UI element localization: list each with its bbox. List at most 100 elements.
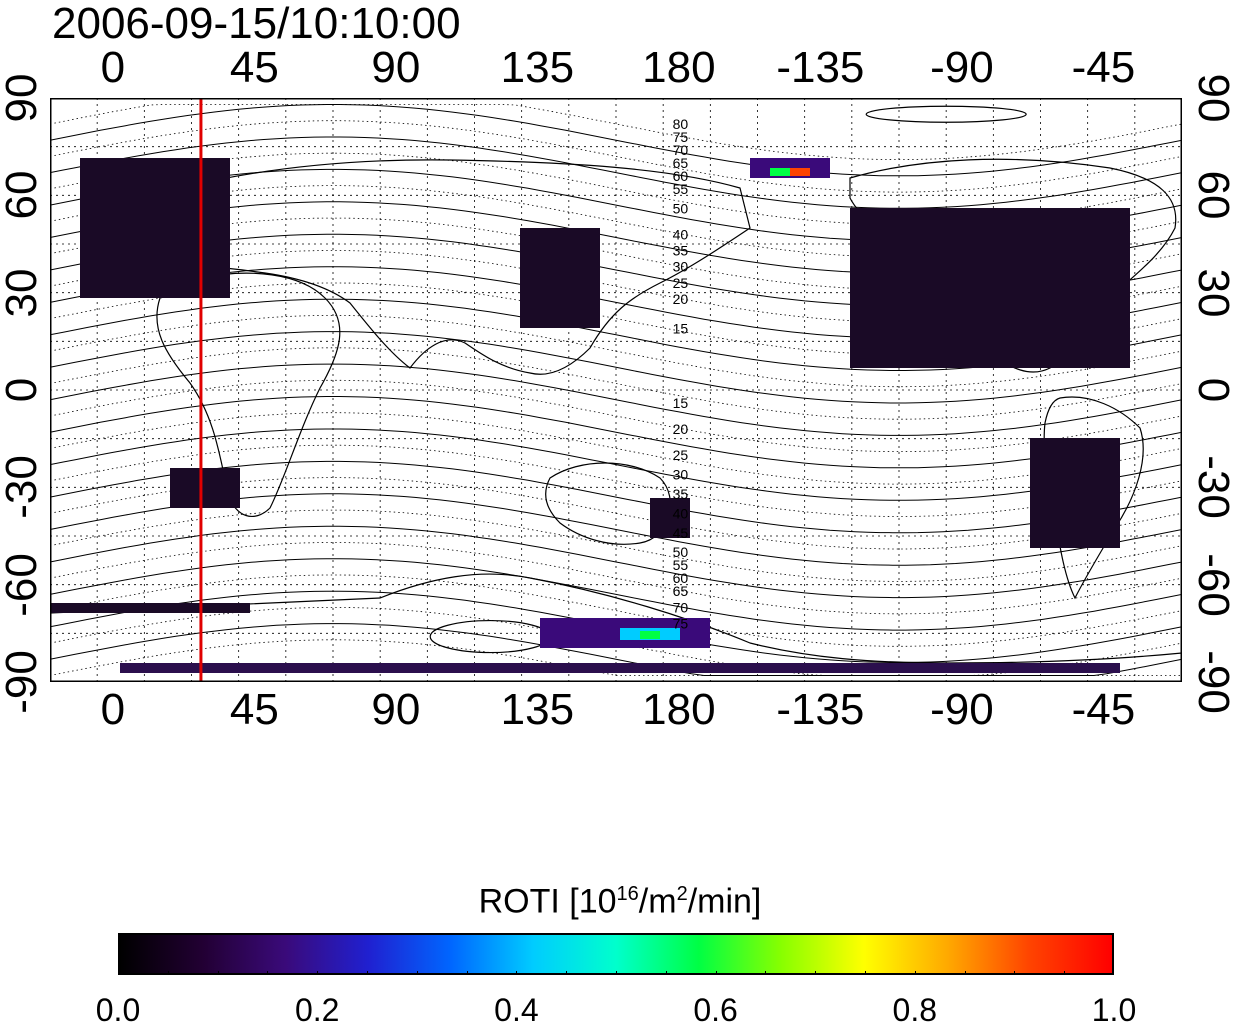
left-lat-tick-label: 0 bbox=[0, 377, 46, 403]
roti-data-cells bbox=[50, 158, 1130, 673]
colorbar-minor-tick bbox=[1014, 971, 1016, 975]
top-lon-tick-label: 90 bbox=[371, 43, 421, 92]
contour-label: 45 bbox=[673, 525, 689, 541]
left-lat-tick-label: -30 bbox=[0, 455, 46, 520]
colorbar-title: ROTI [1016/m2/min] bbox=[0, 874, 1240, 921]
south-america-outline bbox=[1043, 396, 1144, 600]
colorbar-minor-tick bbox=[765, 971, 767, 975]
contour-label: 40 bbox=[673, 505, 689, 521]
colorbar-minor-tick bbox=[566, 971, 568, 975]
colorbar-minor-tick bbox=[416, 971, 418, 975]
left-lat-tick-label: -90 bbox=[0, 650, 46, 714]
north-magnetic-pole-contour bbox=[865, 105, 1027, 123]
contour-label: 60 bbox=[673, 168, 689, 184]
contour-label: 75 bbox=[673, 616, 689, 632]
contour-labels: 8075706560555040353025201515202530354045… bbox=[673, 116, 689, 632]
contour-label: 15 bbox=[673, 320, 689, 336]
bottom-lon-tick-label: 90 bbox=[371, 685, 421, 734]
colorbar-minor-tick bbox=[167, 971, 169, 975]
right-lat-tick-label: 90 bbox=[1189, 73, 1238, 123]
colorbar-minor-tick bbox=[815, 971, 817, 975]
colorbar-tick-label: 0.0 bbox=[95, 992, 141, 1028]
magnetic-latitude-contour bbox=[50, 315, 1182, 388]
bottom-lon-tick-label: 180 bbox=[642, 685, 716, 734]
colorbar-title-square: 2 bbox=[676, 883, 688, 905]
contour-label: 65 bbox=[673, 155, 689, 171]
colorbar-minor-tick bbox=[715, 971, 717, 975]
left-lat-tick-label: 90 bbox=[0, 73, 46, 123]
contour-label: 70 bbox=[673, 599, 689, 615]
magnetic-latitude-contour bbox=[50, 282, 1182, 355]
roti-band-south-pole bbox=[120, 663, 1120, 673]
colorbar-title-exponent: 16 bbox=[616, 883, 639, 905]
contour-label: 30 bbox=[673, 466, 689, 482]
colorbar-minor-tick bbox=[1064, 971, 1066, 975]
contour-label: 55 bbox=[673, 181, 689, 197]
colorbar-minor-tick bbox=[317, 971, 319, 975]
contour-label: 35 bbox=[673, 486, 689, 502]
colorbar-minor-tick bbox=[367, 971, 368, 975]
colorbar-minor-tick bbox=[964, 971, 966, 975]
contour-label: 20 bbox=[673, 291, 689, 307]
timestamp-title: 2006-09-15/10:10:00 bbox=[52, 0, 461, 48]
magnetic-latitude-contour bbox=[50, 379, 1182, 452]
contour-label: 25 bbox=[673, 447, 689, 463]
right-lat-tick-label: -60 bbox=[1189, 552, 1238, 617]
bottom-lon-tick-label: 45 bbox=[229, 685, 279, 734]
magnetic-latitude-contour bbox=[50, 363, 1182, 436]
right-lat-tick-label: -30 bbox=[1189, 455, 1238, 520]
right-lat-tick-label: 60 bbox=[1189, 170, 1238, 220]
colorbar-tick-label: 1.0 bbox=[1091, 992, 1137, 1028]
bottom-lon-tick-label: 135 bbox=[500, 685, 575, 734]
contour-label: 20 bbox=[673, 421, 689, 437]
contour-label: 25 bbox=[673, 275, 689, 291]
left-lat-tick-label: 60 bbox=[0, 170, 46, 220]
magnetic-latitude-contour bbox=[50, 347, 1182, 420]
magnetic-latitude-contour bbox=[50, 542, 1182, 615]
magnetic-latitude-contour bbox=[50, 331, 1182, 404]
top-lon-tick-label: 0 bbox=[100, 43, 126, 92]
magnetic-latitude-contour bbox=[50, 623, 1182, 676]
left-lat-tick-label: -60 bbox=[0, 552, 46, 617]
antarctica-outline bbox=[50, 573, 1182, 664]
roti-cluster-south-africa bbox=[170, 468, 240, 508]
roti-map: 80 75 70 65 60 55 50 40 35 30 25 20 15 15 20 25 30 35 40 45… bbox=[50, 98, 1182, 682]
colorbar-minor-tick bbox=[516, 971, 518, 975]
contour-label: 60 bbox=[673, 570, 689, 586]
bottom-lon-tick-label: -135 bbox=[776, 685, 865, 734]
left-lat-tick-label: 30 bbox=[0, 268, 46, 318]
magnetic-latitude-contour bbox=[50, 639, 1182, 676]
colorbar-tick-label: 0.2 bbox=[294, 992, 340, 1028]
contour-label: 15 bbox=[673, 395, 689, 411]
magnetic-latitude-contour bbox=[50, 185, 1182, 258]
contour-label: 35 bbox=[673, 242, 689, 258]
right-lat-tick-label: -90 bbox=[1189, 650, 1238, 714]
africa-outline bbox=[156, 272, 341, 517]
top-lon-tick-label: 45 bbox=[229, 43, 279, 92]
magnetic-latitude-contour bbox=[50, 104, 1182, 177]
magnetic-latitude-contour bbox=[50, 574, 1182, 647]
colorbar-minor-tick bbox=[466, 971, 468, 975]
top-lon-tick-label: -45 bbox=[1071, 43, 1136, 92]
roti-band-south-atlantic bbox=[50, 603, 250, 613]
magnetic-latitude-contour bbox=[50, 428, 1182, 501]
colorbar-minor-tick bbox=[267, 971, 269, 975]
colorbar-tick-label: 0.4 bbox=[494, 992, 539, 1028]
colorbar-minor-tick bbox=[665, 971, 667, 975]
magnetic-latitude-contour bbox=[50, 136, 1182, 209]
roti-cluster-south-america bbox=[1030, 438, 1120, 548]
contour-label: 80 bbox=[673, 116, 689, 132]
colorbar-minor-tick bbox=[616, 971, 617, 975]
australia-outline bbox=[545, 462, 671, 545]
colorbar-title-end: /min] bbox=[687, 882, 762, 921]
magnetic-latitude-contour bbox=[50, 525, 1182, 599]
roti-cluster-new-zealand bbox=[650, 498, 690, 538]
colorbar-minor-tick bbox=[217, 971, 219, 975]
roti-peak-antarctic bbox=[640, 631, 660, 639]
magnetic-latitude-contour bbox=[50, 396, 1182, 469]
bottom-lon-tick-label: -90 bbox=[930, 685, 994, 734]
roti-cluster-north-america bbox=[850, 208, 1130, 368]
colorbar-title-main: ROTI [10 bbox=[478, 882, 617, 921]
colorbar-tick-label: 0.8 bbox=[892, 992, 938, 1028]
top-lon-tick-label: -135 bbox=[776, 43, 865, 92]
